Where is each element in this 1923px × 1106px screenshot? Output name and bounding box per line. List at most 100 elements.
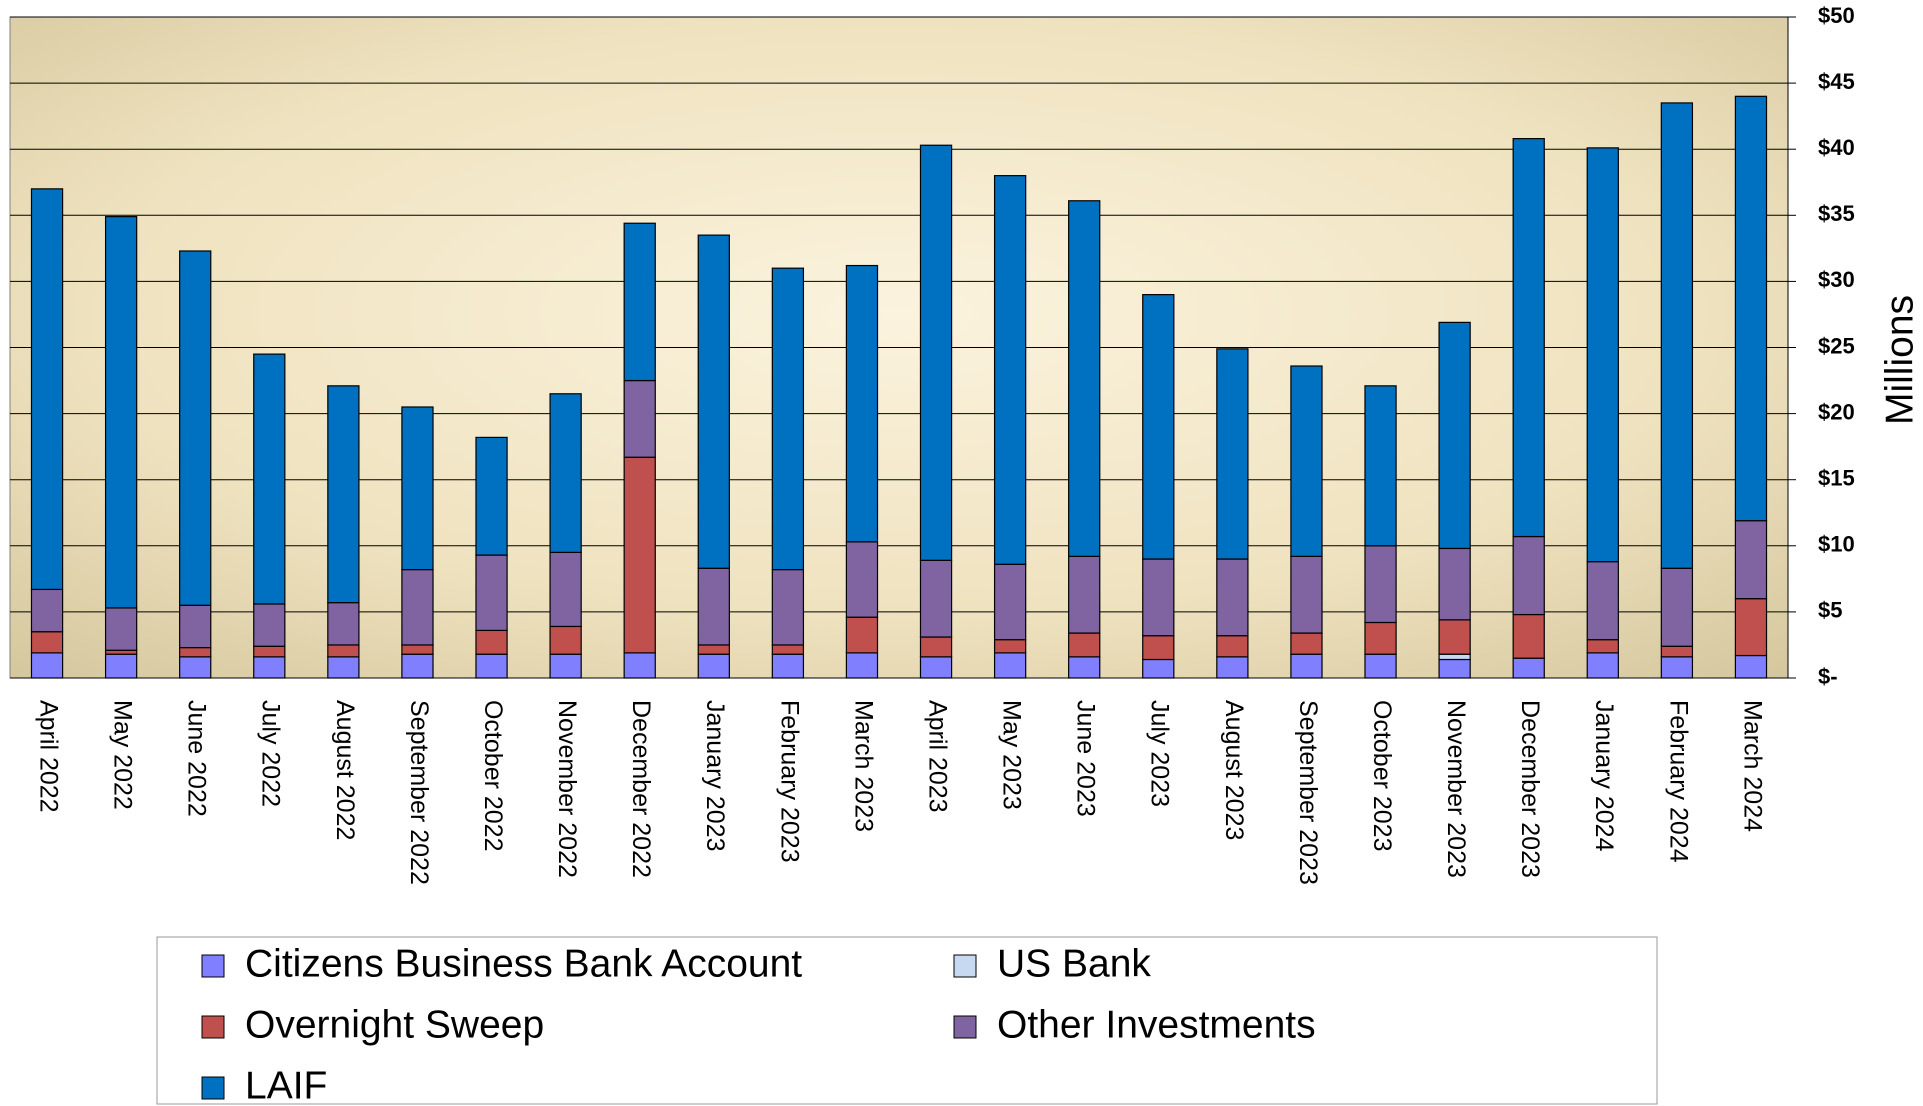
x-tick-label: March 2023 xyxy=(849,700,877,832)
bar-segment xyxy=(1438,653,1471,661)
bar-segment xyxy=(1586,561,1619,641)
bar-segment xyxy=(1512,613,1545,659)
bar-segment xyxy=(1660,656,1694,679)
bar-segment xyxy=(771,267,805,571)
x-tick-label: June 2022 xyxy=(183,700,211,817)
bar-segment xyxy=(1290,555,1323,634)
x-tick-label: July 2023 xyxy=(1146,700,1174,807)
bar-segment xyxy=(327,644,360,658)
y-tick-label: $25 xyxy=(1818,333,1855,358)
bar-segment xyxy=(1216,635,1249,658)
bar-segment xyxy=(697,653,730,679)
x-tick-label: March 2024 xyxy=(1738,700,1766,832)
x-tick-label: October 2022 xyxy=(479,700,507,852)
bar-segment xyxy=(919,636,953,658)
bar-segment xyxy=(253,603,286,647)
bar-segment xyxy=(697,644,730,655)
bar-segment xyxy=(1290,632,1323,655)
x-tick-label: November 2022 xyxy=(553,700,581,878)
bar-segment xyxy=(253,656,286,679)
bar-segment xyxy=(1068,656,1101,679)
bar-segment xyxy=(1586,639,1619,654)
x-tick-label: February 2023 xyxy=(775,700,803,863)
bar-segment xyxy=(104,216,138,609)
bar-segment xyxy=(104,653,138,679)
y-axis-label: Millions xyxy=(1878,295,1921,425)
legend-label: Overnight Sweep xyxy=(245,1003,544,1046)
bar-segment xyxy=(30,588,64,633)
bar-segment xyxy=(1734,95,1768,522)
legend-label: Citizens Business Bank Account xyxy=(245,942,802,985)
x-tick-label: February 2024 xyxy=(1664,700,1692,863)
bar-segment xyxy=(1512,138,1545,538)
bar-segment xyxy=(1586,147,1619,563)
y-tick-label: $40 xyxy=(1818,135,1855,160)
bar-segment xyxy=(1068,200,1101,557)
legend-label: US Bank xyxy=(997,942,1151,985)
bar-segment xyxy=(1364,545,1397,624)
y-tick-label: $- xyxy=(1818,664,1838,689)
x-tick-label: May 2023 xyxy=(998,700,1026,810)
bar-segment xyxy=(327,656,360,679)
bar-segment xyxy=(475,629,508,655)
bar-segment xyxy=(771,568,805,646)
x-tick-label: August 2023 xyxy=(1220,700,1248,840)
bar-segment xyxy=(549,653,582,679)
bar-segment xyxy=(1364,385,1397,547)
bar-segment xyxy=(1142,294,1175,560)
legend-swatch xyxy=(201,1015,225,1039)
bar-segment xyxy=(845,541,879,618)
bar-segment xyxy=(1216,656,1249,679)
bar-segment xyxy=(919,656,953,679)
y-tick-label: $20 xyxy=(1818,399,1855,424)
bar-segment xyxy=(1364,621,1397,655)
bar-segment xyxy=(1142,558,1175,637)
bar-segment xyxy=(1586,652,1619,679)
y-tick-label: $30 xyxy=(1818,267,1855,292)
x-tick-label: June 2023 xyxy=(1072,700,1100,817)
bar-segment xyxy=(993,563,1027,641)
bar-segment xyxy=(993,175,1027,565)
bar-segment xyxy=(1734,598,1768,657)
bar-segment xyxy=(1512,657,1545,679)
legend-swatch xyxy=(201,1076,225,1100)
bar-segment xyxy=(993,652,1027,679)
x-tick-label: August 2022 xyxy=(331,700,359,840)
legend-label: LAIF xyxy=(245,1064,327,1106)
bar-segment xyxy=(771,644,805,655)
bar-segment xyxy=(179,656,212,679)
legend-label: Other Investments xyxy=(997,1003,1316,1046)
bar-segment xyxy=(327,602,360,646)
bar-segment xyxy=(475,554,508,632)
legend-swatch xyxy=(201,954,225,978)
y-tick-label: $35 xyxy=(1818,201,1855,226)
bar-segment xyxy=(1068,632,1101,658)
bar-segment xyxy=(475,436,508,556)
bar-segment xyxy=(845,264,879,543)
bar-segment xyxy=(697,567,730,646)
x-tick-label: September 2022 xyxy=(405,700,433,885)
bar-segment xyxy=(919,144,953,561)
x-tick-label: July 2022 xyxy=(257,700,285,807)
bar-segment xyxy=(401,568,434,646)
bar-segment xyxy=(1142,635,1175,661)
bar-segment xyxy=(1734,520,1768,600)
bar-segment xyxy=(1438,547,1471,621)
bar-segment xyxy=(1512,535,1545,616)
x-tick-label: December 2023 xyxy=(1516,700,1544,878)
legend-swatch xyxy=(953,1015,977,1039)
x-tick-label: May 2022 xyxy=(109,700,137,810)
bar-segment xyxy=(993,639,1027,654)
bar-segment xyxy=(771,653,805,679)
y-tick-label: $5 xyxy=(1818,598,1842,623)
bar-segment xyxy=(327,385,360,604)
bar-segment xyxy=(845,652,879,679)
bar-segment xyxy=(1438,321,1471,550)
bar-segment xyxy=(1438,619,1471,655)
bar-segment xyxy=(1216,558,1249,637)
bar-segment xyxy=(401,406,434,571)
x-tick-label: January 2023 xyxy=(701,700,729,852)
x-tick-label: October 2023 xyxy=(1368,700,1396,852)
bar-segment xyxy=(697,234,730,569)
